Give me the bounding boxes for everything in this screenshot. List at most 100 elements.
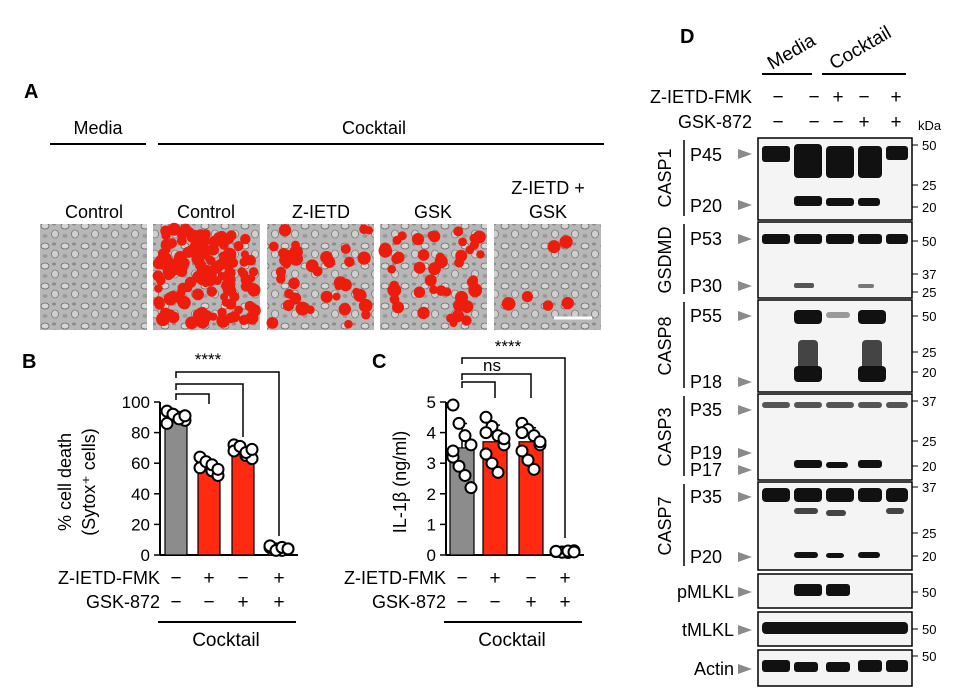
band bbox=[826, 146, 854, 178]
sytox-cell bbox=[176, 235, 187, 246]
y-tick-label: 3 bbox=[427, 454, 436, 473]
sytox-cell bbox=[429, 285, 438, 295]
y-tick-label: 100 bbox=[122, 393, 150, 412]
sytox-cell bbox=[411, 233, 425, 246]
y-tick-label: 5 bbox=[427, 393, 436, 412]
group-cocktail-label: Cocktail bbox=[342, 118, 406, 138]
panel-c: C 0 1 2 3 4 5 ns **** IL-1β (ng/ml) Z-IETD-FM… bbox=[344, 337, 584, 651]
band-label-casp8-p18: P18 bbox=[690, 372, 722, 392]
sytox-cell bbox=[334, 282, 343, 291]
sytox-cell bbox=[547, 240, 561, 254]
sytox-cell bbox=[158, 248, 169, 260]
marker-gsdmd-37: 37 bbox=[922, 267, 936, 282]
panel-d-sign-2-2: − bbox=[808, 112, 819, 133]
sytox-cell bbox=[392, 235, 402, 245]
band bbox=[794, 402, 822, 408]
band bbox=[858, 310, 886, 324]
blot-casp3 bbox=[757, 393, 913, 481]
panel-c-ylabel: IL-1β (ng/ml) bbox=[390, 431, 410, 533]
panel-d-media-label: Media bbox=[764, 30, 820, 74]
arrow-icon bbox=[738, 448, 752, 458]
marker-casp7-25: 25 bbox=[922, 526, 936, 541]
data-point bbox=[479, 426, 493, 440]
sytox-cell bbox=[237, 267, 247, 276]
significance-bracket bbox=[175, 383, 244, 437]
band bbox=[798, 340, 818, 370]
data-point bbox=[515, 444, 529, 458]
sytox-cell bbox=[435, 285, 447, 296]
panel-b-sign-1-2: + bbox=[203, 568, 214, 589]
panel-d-sign-2-4: + bbox=[858, 112, 869, 133]
sytox-cell bbox=[458, 237, 467, 247]
band bbox=[762, 660, 790, 672]
band bbox=[826, 584, 850, 596]
blot-name-casp3: CASP3 bbox=[655, 407, 675, 466]
panel-c-group-label: Cocktail bbox=[478, 630, 546, 651]
band bbox=[826, 198, 854, 206]
panel-c-sign-1-4: + bbox=[559, 568, 570, 589]
data-point bbox=[458, 468, 472, 482]
band bbox=[826, 488, 854, 502]
sytox-cell bbox=[469, 240, 479, 250]
sytox-cell bbox=[185, 316, 199, 330]
panel-d-treatment-1: Z-IETD-FMK bbox=[650, 87, 752, 107]
data-point bbox=[527, 462, 541, 476]
sytox-cell bbox=[332, 292, 341, 301]
data-point bbox=[452, 459, 466, 473]
sytox-cell bbox=[461, 315, 472, 326]
data-point bbox=[446, 398, 460, 412]
panel-d-treatment-2: GSK-872 bbox=[678, 112, 752, 132]
data-point bbox=[178, 409, 192, 423]
band-label-casp3-p19: P19 bbox=[690, 443, 722, 463]
sytox-cell bbox=[233, 241, 244, 252]
marker-casp8-25: 25 bbox=[922, 345, 936, 360]
band bbox=[762, 146, 790, 162]
band bbox=[858, 660, 882, 672]
sytox-cell bbox=[417, 306, 430, 320]
panel-b-sign-1-3: − bbox=[237, 568, 248, 589]
arrow-icon bbox=[738, 465, 752, 475]
panel-c-sign-2-2: − bbox=[489, 592, 500, 613]
significance-bracket bbox=[175, 371, 280, 536]
band bbox=[886, 508, 904, 514]
panel-c-sign-1-2: + bbox=[489, 568, 500, 589]
sytox-cell bbox=[206, 286, 217, 297]
sytox-cell bbox=[295, 301, 310, 316]
sytox-cell bbox=[224, 255, 233, 264]
band-label-casp1-p45: P45 bbox=[690, 145, 722, 165]
sytox-cell bbox=[164, 256, 174, 265]
sytox-cell bbox=[284, 288, 294, 299]
band bbox=[858, 198, 880, 206]
band bbox=[826, 510, 846, 516]
image-label-zietd: Z-IETD bbox=[292, 202, 350, 222]
panel-b-treatment-1: Z-IETD-FMK bbox=[58, 568, 160, 588]
panel-d-sign-1-4: − bbox=[858, 87, 869, 108]
panel-b-group-label: Cocktail bbox=[192, 630, 260, 651]
sytox-cell bbox=[378, 244, 393, 258]
sytox-cell bbox=[247, 274, 256, 283]
data-point bbox=[245, 442, 259, 456]
image-label-gsk: GSK bbox=[414, 202, 452, 222]
sytox-cell bbox=[192, 288, 204, 301]
marker-actin-50: 50 bbox=[922, 649, 936, 664]
sytox-cell bbox=[344, 319, 353, 329]
blot-name-casp7: CASP7 bbox=[655, 496, 675, 555]
sytox-cell bbox=[238, 314, 250, 326]
y-tick-label: 20 bbox=[131, 515, 150, 534]
marker-casp1-50: 50 bbox=[922, 138, 936, 153]
arrow-icon bbox=[738, 587, 752, 597]
marker-casp3-20: 20 bbox=[922, 459, 936, 474]
band bbox=[862, 340, 882, 370]
sytox-cell bbox=[198, 307, 207, 317]
marker-casp8-20: 20 bbox=[922, 365, 936, 380]
panel-c-plot: 0 1 2 3 4 5 bbox=[427, 357, 584, 565]
panel-d-sign-1-5: + bbox=[890, 87, 901, 108]
marker-pmlkl-50: 50 bbox=[922, 585, 936, 600]
band bbox=[826, 312, 850, 318]
y-tick-label: 60 bbox=[131, 454, 150, 473]
band bbox=[858, 366, 886, 382]
bar bbox=[164, 416, 188, 556]
band bbox=[858, 402, 882, 408]
marker-casp3-37: 37 bbox=[922, 394, 936, 409]
band-label-casp1-p20: P20 bbox=[690, 196, 722, 216]
